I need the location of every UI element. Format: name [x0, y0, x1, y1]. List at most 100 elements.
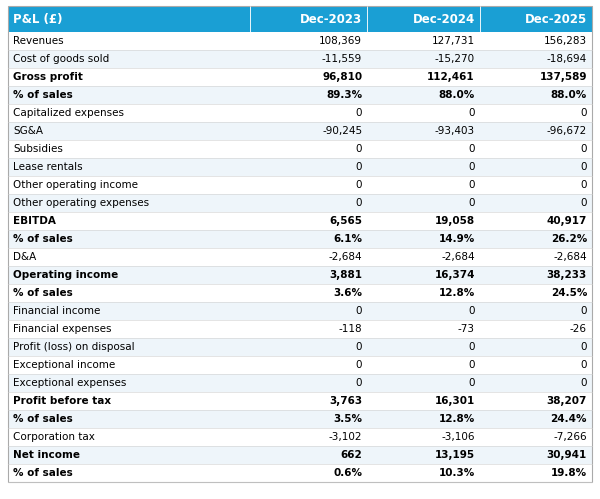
Text: Lease rentals: Lease rentals — [13, 162, 83, 172]
Text: 88.0%: 88.0% — [551, 90, 587, 100]
Text: 112,461: 112,461 — [427, 72, 475, 82]
Text: 0: 0 — [469, 198, 475, 208]
Text: 0: 0 — [469, 378, 475, 388]
Bar — [8, 86, 592, 104]
Text: Exceptional expenses: Exceptional expenses — [13, 378, 127, 388]
Bar — [8, 320, 592, 338]
Text: 6.1%: 6.1% — [333, 234, 362, 244]
Text: -93,403: -93,403 — [435, 126, 475, 136]
Text: -118: -118 — [338, 324, 362, 334]
Text: EBITDA: EBITDA — [13, 216, 56, 226]
Bar — [8, 104, 592, 122]
Bar — [8, 392, 592, 410]
Text: 108,369: 108,369 — [319, 36, 362, 46]
Text: -7,266: -7,266 — [553, 432, 587, 442]
Text: 89.3%: 89.3% — [326, 90, 362, 100]
Bar — [8, 6, 250, 32]
Text: Net income: Net income — [13, 450, 80, 460]
Text: 12.8%: 12.8% — [439, 288, 475, 298]
Text: Dec-2025: Dec-2025 — [525, 12, 587, 25]
Text: % of sales: % of sales — [13, 468, 73, 478]
Text: 0: 0 — [469, 360, 475, 370]
Text: 19,058: 19,058 — [435, 216, 475, 226]
Text: 0: 0 — [469, 180, 475, 190]
Text: Subsidies: Subsidies — [13, 144, 63, 154]
Bar — [8, 428, 592, 446]
Text: -15,270: -15,270 — [435, 54, 475, 64]
Bar — [8, 176, 592, 194]
Bar — [8, 50, 592, 68]
Text: -26: -26 — [570, 324, 587, 334]
Bar — [8, 410, 592, 428]
Text: -18,694: -18,694 — [547, 54, 587, 64]
Text: 88.0%: 88.0% — [439, 90, 475, 100]
Text: Profit (loss) on disposal: Profit (loss) on disposal — [13, 342, 134, 352]
Text: 662: 662 — [340, 450, 362, 460]
Text: 16,374: 16,374 — [434, 270, 475, 280]
Text: 0: 0 — [469, 306, 475, 316]
Text: 3.6%: 3.6% — [333, 288, 362, 298]
Bar — [8, 212, 592, 230]
Text: 14.9%: 14.9% — [439, 234, 475, 244]
Text: 0: 0 — [356, 144, 362, 154]
Text: % of sales: % of sales — [13, 90, 73, 100]
Bar — [8, 140, 592, 158]
Text: -2,684: -2,684 — [441, 252, 475, 262]
Text: 0: 0 — [356, 198, 362, 208]
Text: D&A: D&A — [13, 252, 36, 262]
Bar — [8, 122, 592, 140]
Text: 0: 0 — [469, 144, 475, 154]
Text: 0: 0 — [581, 360, 587, 370]
Text: SG&A: SG&A — [13, 126, 43, 136]
Text: 0: 0 — [581, 306, 587, 316]
Text: 40,917: 40,917 — [547, 216, 587, 226]
Text: Dec-2024: Dec-2024 — [413, 12, 475, 25]
Text: 156,283: 156,283 — [544, 36, 587, 46]
Text: 0: 0 — [581, 144, 587, 154]
Text: 6,565: 6,565 — [329, 216, 362, 226]
Text: 38,233: 38,233 — [547, 270, 587, 280]
Text: 12.8%: 12.8% — [439, 414, 475, 424]
Bar — [8, 356, 592, 374]
Bar — [367, 6, 480, 32]
Text: -73: -73 — [458, 324, 475, 334]
Text: Financial income: Financial income — [13, 306, 100, 316]
Bar — [8, 32, 592, 50]
Text: 26.2%: 26.2% — [551, 234, 587, 244]
Text: Operating income: Operating income — [13, 270, 118, 280]
Text: 0: 0 — [356, 378, 362, 388]
Text: Profit before tax: Profit before tax — [13, 396, 111, 406]
Text: 0: 0 — [469, 162, 475, 172]
Text: 0.6%: 0.6% — [333, 468, 362, 478]
Bar — [8, 266, 592, 284]
Bar — [8, 194, 592, 212]
Text: -2,684: -2,684 — [553, 252, 587, 262]
Bar — [8, 464, 592, 482]
Text: 0: 0 — [581, 162, 587, 172]
Text: % of sales: % of sales — [13, 288, 73, 298]
Bar — [8, 302, 592, 320]
Text: 10.3%: 10.3% — [439, 468, 475, 478]
Text: 0: 0 — [469, 342, 475, 352]
Text: 0: 0 — [356, 342, 362, 352]
Bar — [8, 284, 592, 302]
Bar — [8, 68, 592, 86]
Text: -3,106: -3,106 — [442, 432, 475, 442]
Text: 0: 0 — [356, 360, 362, 370]
Text: 0: 0 — [581, 180, 587, 190]
Text: 3,881: 3,881 — [329, 270, 362, 280]
Text: 38,207: 38,207 — [547, 396, 587, 406]
Text: 96,810: 96,810 — [322, 72, 362, 82]
Text: -2,684: -2,684 — [329, 252, 362, 262]
Text: Cost of goods sold: Cost of goods sold — [13, 54, 109, 64]
Text: Exceptional income: Exceptional income — [13, 360, 115, 370]
Text: -96,672: -96,672 — [547, 126, 587, 136]
Text: 19.8%: 19.8% — [551, 468, 587, 478]
Bar — [8, 446, 592, 464]
Text: 0: 0 — [356, 180, 362, 190]
Text: 3.5%: 3.5% — [333, 414, 362, 424]
Text: 24.5%: 24.5% — [551, 288, 587, 298]
Text: % of sales: % of sales — [13, 414, 73, 424]
Text: -3,102: -3,102 — [329, 432, 362, 442]
Text: 13,195: 13,195 — [435, 450, 475, 460]
